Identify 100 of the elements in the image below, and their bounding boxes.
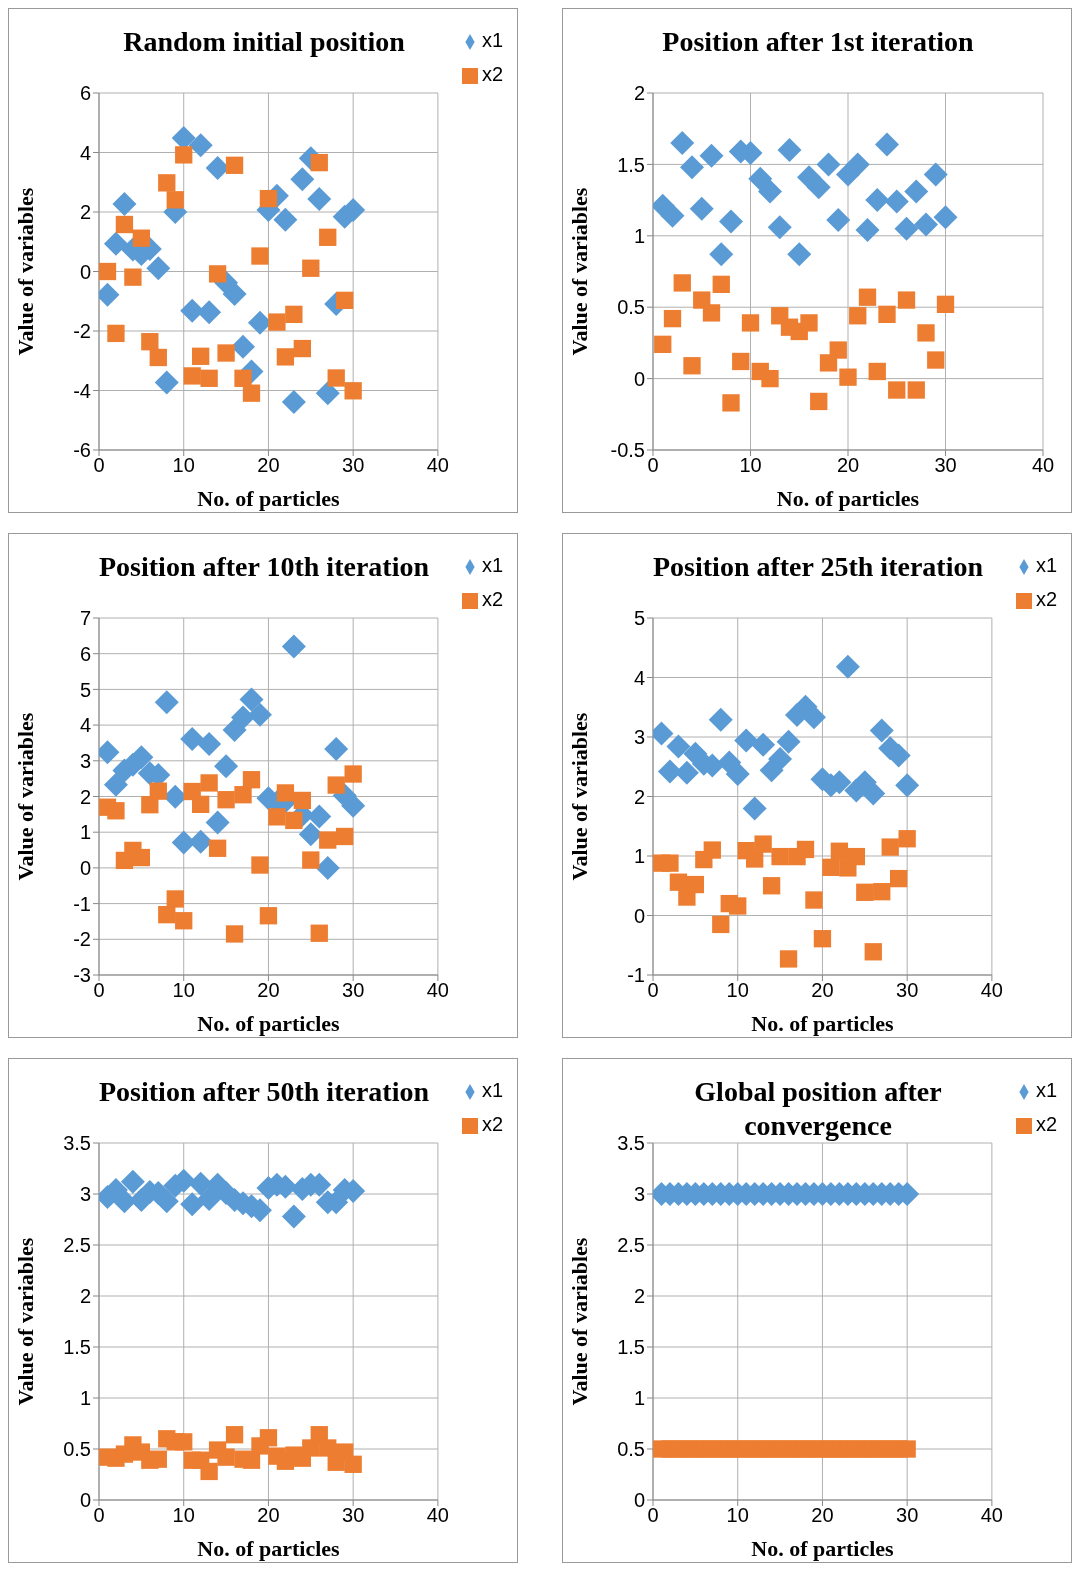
y-tick-label: 0 xyxy=(633,1489,645,1512)
x-axis-title: No. of particles xyxy=(751,1011,895,1036)
x-tick-label: 40 xyxy=(980,1504,1003,1527)
x-tick-label: 10 xyxy=(172,454,195,477)
y-tick-label: -2 xyxy=(73,320,91,343)
y-tick-label: 0 xyxy=(633,904,645,927)
legend-label: x1 xyxy=(481,554,503,576)
y-tick-label: 1.5 xyxy=(617,153,645,176)
x-tick-label: 0 xyxy=(647,454,659,477)
legend-label: x2 xyxy=(1035,588,1057,610)
y-tick-label: 0.5 xyxy=(617,296,645,319)
y-tick-label: 4 xyxy=(79,714,91,737)
chart-title: Position after 1st iteration xyxy=(661,25,975,59)
y-tick-label: 1 xyxy=(633,845,645,868)
x-tick-label: 30 xyxy=(342,979,365,1002)
y-tick-label: 0 xyxy=(79,857,91,879)
chart-title: Random initial position xyxy=(122,25,406,59)
y-tick-label: -1 xyxy=(73,892,91,915)
x-tick-label: 20 xyxy=(811,979,834,1002)
y-tick-label: 2 xyxy=(633,82,645,105)
x-tick-label: 20 xyxy=(836,454,860,477)
y-axis-title: Value of variables xyxy=(12,1237,38,1406)
y-tick-label: 0.5 xyxy=(617,1438,645,1461)
y-axis-title: Value of variables xyxy=(566,187,592,356)
legend-label: x1 xyxy=(1035,1079,1057,1101)
x-tick-label: 20 xyxy=(257,979,280,1002)
y-tick-label: -4 xyxy=(73,379,91,402)
y-tick-label: 1 xyxy=(633,1387,645,1410)
y-tick-label: 3 xyxy=(79,749,91,772)
y-tick-label: 1 xyxy=(79,1387,91,1410)
x-tick-label: 0 xyxy=(647,1504,659,1527)
y-tick-label: 7 xyxy=(79,607,91,630)
y-tick-label: -3 xyxy=(73,964,91,987)
x-tick-label: 10 xyxy=(739,454,762,477)
y-tick-label: -1 xyxy=(627,964,645,987)
x-tick-label: 40 xyxy=(980,979,1003,1002)
x-tick-label: 30 xyxy=(896,1504,919,1527)
y-tick-label: 2 xyxy=(79,201,91,224)
y-tick-label: 2 xyxy=(79,1285,91,1308)
x-tick-label: 40 xyxy=(1031,454,1055,477)
chart-title: Position after 50th iteration xyxy=(98,1075,430,1109)
y-axis-title: Value of variables xyxy=(566,712,592,881)
y-tick-label: 3.5 xyxy=(617,1132,645,1155)
y-tick-label: 2.5 xyxy=(63,1234,91,1257)
chart-title: Position after 25th iteration xyxy=(652,550,984,584)
x-tick-label: 30 xyxy=(934,454,957,477)
y-tick-label: 2 xyxy=(79,785,91,808)
y-tick-label: 2 xyxy=(633,1285,645,1308)
y-tick-label: 1.5 xyxy=(617,1336,645,1359)
x-tick-label: 10 xyxy=(726,1504,749,1527)
y-tick-label: -2 xyxy=(73,928,91,951)
x-axis-title: No. of particles xyxy=(197,486,341,511)
y-tick-label: 2.5 xyxy=(617,1234,645,1257)
y-axis-title: Value of variables xyxy=(12,187,38,356)
legend-label: x2 xyxy=(1035,1113,1057,1135)
legend-label: x2 xyxy=(481,588,503,610)
x-axis-title: No. of particles xyxy=(751,1536,895,1561)
y-tick-label: 4 xyxy=(633,666,645,689)
legend-label: x2 xyxy=(481,63,503,85)
x-tick-label: 10 xyxy=(172,979,195,1002)
y-tick-label: 3 xyxy=(79,1183,91,1206)
x-tick-label: 20 xyxy=(257,1504,280,1527)
y-axis-title: Value of variables xyxy=(566,1237,592,1406)
y-tick-label: 3 xyxy=(633,1183,645,1206)
y-tick-label: -0.5 xyxy=(610,439,645,462)
y-tick-label: 1 xyxy=(79,821,91,844)
legend-label: x1 xyxy=(1035,554,1057,576)
chart-title: Position after 10th iteration xyxy=(98,550,430,584)
x-tick-label: 30 xyxy=(342,454,365,477)
x-tick-label: 20 xyxy=(811,1504,834,1527)
y-tick-label: 1.5 xyxy=(63,1336,91,1359)
x-tick-label: 40 xyxy=(426,1504,449,1527)
x-tick-label: 30 xyxy=(896,979,919,1002)
y-tick-label: 0 xyxy=(79,260,91,283)
x-tick-label: 0 xyxy=(93,1504,105,1527)
x-axis-title: No. of particles xyxy=(197,1011,341,1036)
y-tick-label: 0 xyxy=(633,367,645,390)
legend-label: x1 xyxy=(481,29,503,51)
x-tick-label: 40 xyxy=(426,979,449,1002)
x-tick-label: 0 xyxy=(647,979,659,1002)
y-tick-label: 3 xyxy=(633,726,645,749)
y-axis-title: Value of variables xyxy=(12,712,38,881)
y-tick-label: 0.5 xyxy=(63,1438,91,1461)
y-tick-label: 5 xyxy=(633,607,645,630)
x-tick-label: 30 xyxy=(342,1504,365,1527)
legend-label: x1 xyxy=(481,1079,503,1101)
x-axis-title: No. of particles xyxy=(776,486,920,511)
x-tick-label: 0 xyxy=(93,454,105,477)
y-tick-label: 2 xyxy=(633,785,645,808)
y-tick-label: 0 xyxy=(79,1489,91,1512)
y-tick-label: 1 xyxy=(633,224,645,247)
x-axis-title: No. of particles xyxy=(197,1536,341,1561)
x-tick-label: 20 xyxy=(257,454,280,477)
y-tick-label: 3.5 xyxy=(63,1132,91,1155)
y-tick-label: -6 xyxy=(73,439,91,462)
y-tick-label: 5 xyxy=(79,678,91,701)
legend-label: x2 xyxy=(481,1113,503,1135)
y-tick-label: 6 xyxy=(79,642,91,665)
x-tick-label: 10 xyxy=(726,979,749,1002)
x-tick-label: 0 xyxy=(93,979,105,1002)
